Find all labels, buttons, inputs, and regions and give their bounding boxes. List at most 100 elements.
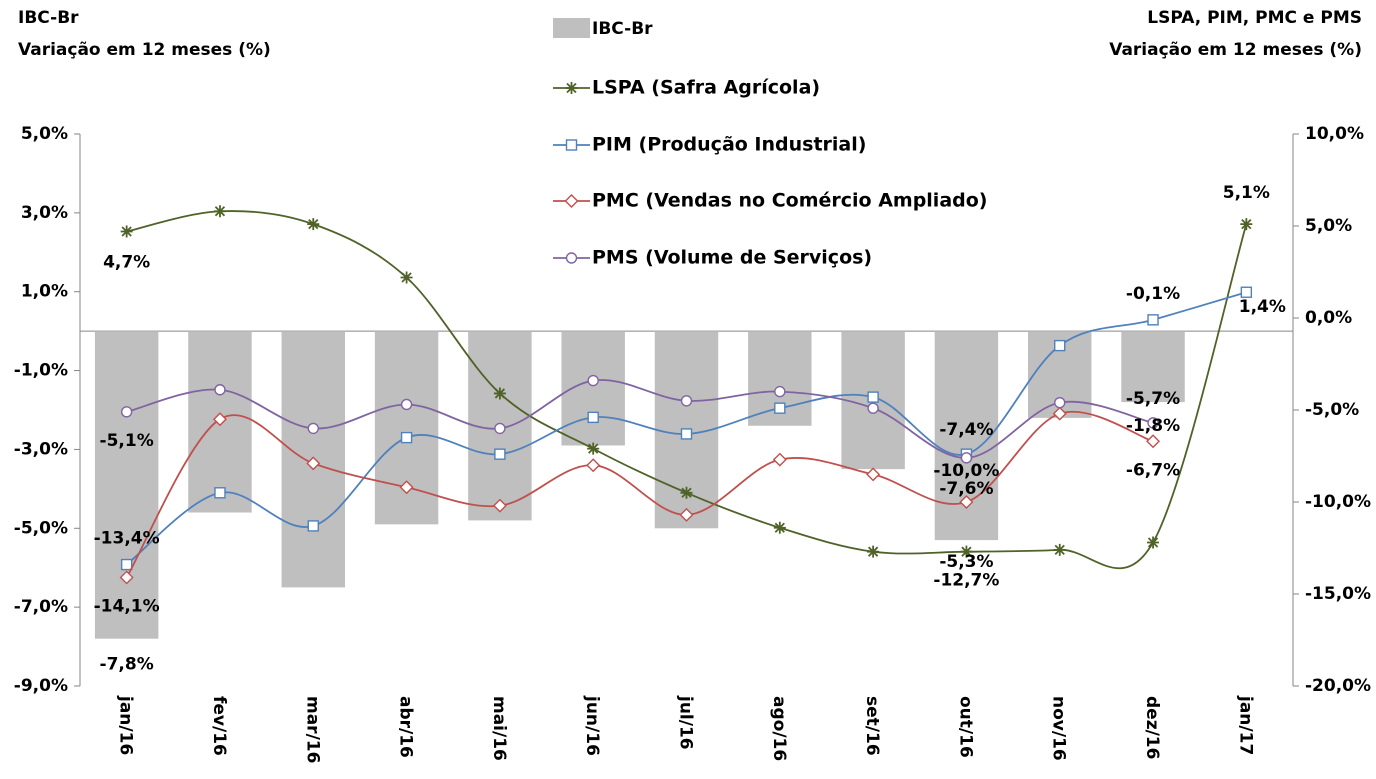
legend-item: IBC-Br — [553, 18, 653, 39]
marker — [120, 558, 133, 571]
marker — [119, 570, 134, 585]
x-tick-label: mai/16 — [489, 696, 509, 761]
x-tick-label: dez/16 — [1142, 696, 1162, 759]
x-tick-label: mar/16 — [302, 696, 322, 763]
y2-tick-label: 5,0% — [1305, 216, 1352, 236]
value-label: 1,4% — [1239, 297, 1286, 317]
marker — [1053, 543, 1066, 556]
marker — [960, 452, 973, 464]
x-tick-label: jun/16 — [582, 695, 602, 756]
marker — [867, 545, 880, 558]
value-label: -6,7% — [1126, 460, 1180, 480]
value-label: 4,7% — [103, 253, 150, 273]
value-label: -5,1% — [100, 431, 154, 451]
chart-title: IBC-Br — [592, 19, 653, 39]
marker — [400, 398, 413, 411]
marker — [867, 391, 879, 403]
x-tick-label: fev/16 — [209, 696, 229, 756]
marker — [772, 452, 787, 467]
marker — [307, 422, 319, 435]
value-label: 5,1% — [1223, 183, 1270, 203]
marker — [492, 498, 507, 513]
y2-axis-title: Variação em 12 meses (%) — [1109, 40, 1362, 60]
series-line — [125, 411, 1154, 578]
y2-tick-label: -10,0% — [1305, 492, 1371, 512]
marker — [493, 387, 506, 400]
x-tick-label: jan/17 — [1235, 695, 1255, 755]
x-tick-label: out/16 — [955, 696, 975, 758]
marker — [1240, 218, 1253, 231]
marker — [120, 225, 133, 238]
value-label: -7,6% — [939, 479, 993, 499]
y2-tick-label: 10,0% — [1305, 124, 1364, 144]
y-tick-label: -3,0% — [14, 439, 68, 459]
marker — [679, 507, 694, 522]
marker — [1147, 314, 1159, 326]
legend-item: LSPA (Safra Agrícola) — [553, 77, 820, 99]
legend-swatch — [553, 18, 590, 38]
marker — [494, 448, 506, 460]
marker — [565, 82, 578, 94]
x-tick-label: jul/16 — [676, 695, 696, 750]
legend-label: LSPA (Safra Agrícola) — [592, 77, 820, 99]
marker — [959, 495, 974, 509]
value-label: -14,1% — [94, 596, 160, 616]
y2-tick-label: -20,0% — [1305, 676, 1371, 696]
bar — [1121, 331, 1185, 403]
marker — [680, 395, 693, 407]
marker — [773, 521, 786, 534]
marker — [1054, 396, 1066, 409]
marker — [774, 402, 786, 414]
y2-tick-label: 0,0% — [1305, 308, 1352, 328]
marker — [307, 520, 319, 532]
x-tick-label: jan/16 — [116, 695, 136, 755]
y-tick-label: -5,0% — [14, 518, 68, 538]
marker — [564, 194, 579, 208]
marker — [1147, 536, 1160, 549]
y-tick-label: -1,0% — [14, 361, 68, 381]
bar — [374, 331, 439, 525]
value-label: -7,8% — [100, 655, 154, 675]
legend-item: PMS (Volume de Serviços) — [553, 247, 872, 269]
legend-item: PMC (Vendas no Comércio Ampliado) — [553, 190, 987, 212]
value-label: -12,7% — [933, 571, 999, 591]
marker — [1147, 417, 1159, 429]
x-tick-label: abr/16 — [396, 696, 416, 758]
y2-tick-label: -5,0% — [1305, 400, 1359, 420]
x-tick-label: ago/16 — [769, 696, 789, 761]
x-tick-label: set/16 — [862, 696, 882, 756]
marker — [680, 486, 693, 499]
marker — [494, 422, 506, 435]
marker — [960, 545, 973, 558]
marker — [680, 428, 693, 440]
bar — [94, 331, 159, 639]
marker — [587, 442, 600, 455]
y-tick-label: -7,0% — [14, 597, 68, 617]
marker — [400, 271, 413, 284]
marker — [565, 139, 578, 151]
legend-label: PIM (Produção Industrial) — [592, 134, 866, 156]
marker — [214, 384, 226, 396]
marker — [586, 458, 601, 473]
marker — [212, 412, 227, 427]
legend-label: PMS (Volume de Serviços) — [592, 247, 872, 269]
marker — [867, 402, 879, 414]
marker — [565, 252, 578, 264]
y-tick-label: 1,0% — [21, 282, 68, 302]
value-label: -5,3% — [939, 552, 993, 572]
y-axis-title: Variação em 12 meses (%) — [18, 40, 271, 60]
marker — [1146, 434, 1161, 449]
marker — [306, 456, 321, 471]
marker — [213, 205, 226, 218]
y-tick-label: 5,0% — [21, 124, 68, 144]
marker — [307, 218, 320, 231]
marker — [400, 431, 413, 444]
value-label: -10,0% — [933, 461, 999, 481]
y-tick-label: 3,0% — [21, 203, 68, 223]
legend-label: PMC (Vendas no Comércio Ampliado) — [592, 190, 987, 212]
marker — [120, 406, 133, 418]
value-label: -1,8% — [1126, 416, 1180, 436]
legend-item: PIM (Produção Industrial) — [553, 134, 866, 156]
series-line — [126, 379, 1154, 459]
